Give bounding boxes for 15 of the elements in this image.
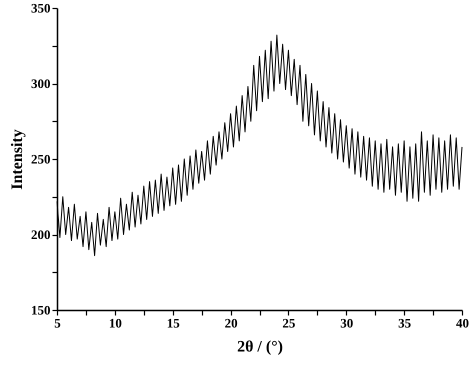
x-tick-label: 5: [54, 316, 62, 330]
y-axis-title: Intensity: [9, 129, 26, 190]
x-tick-label: 25: [282, 316, 296, 330]
y-tick-label: 150: [31, 302, 50, 318]
x-axis-title: 2θ / (°): [237, 338, 283, 356]
x-tick-label: 30: [340, 316, 354, 330]
x-tick-label: 40: [456, 316, 469, 330]
x-tick-label: 35: [398, 316, 412, 330]
x-tick-label: 10: [108, 316, 122, 330]
y-tick-label: 200: [31, 227, 50, 242]
x-tick-label: 15: [166, 316, 180, 330]
x-tick-label: 20: [224, 316, 238, 330]
y-tick-label: 350: [31, 0, 50, 16]
y-tick-label: 300: [31, 76, 50, 91]
y-tick-label: 250: [31, 152, 50, 166]
